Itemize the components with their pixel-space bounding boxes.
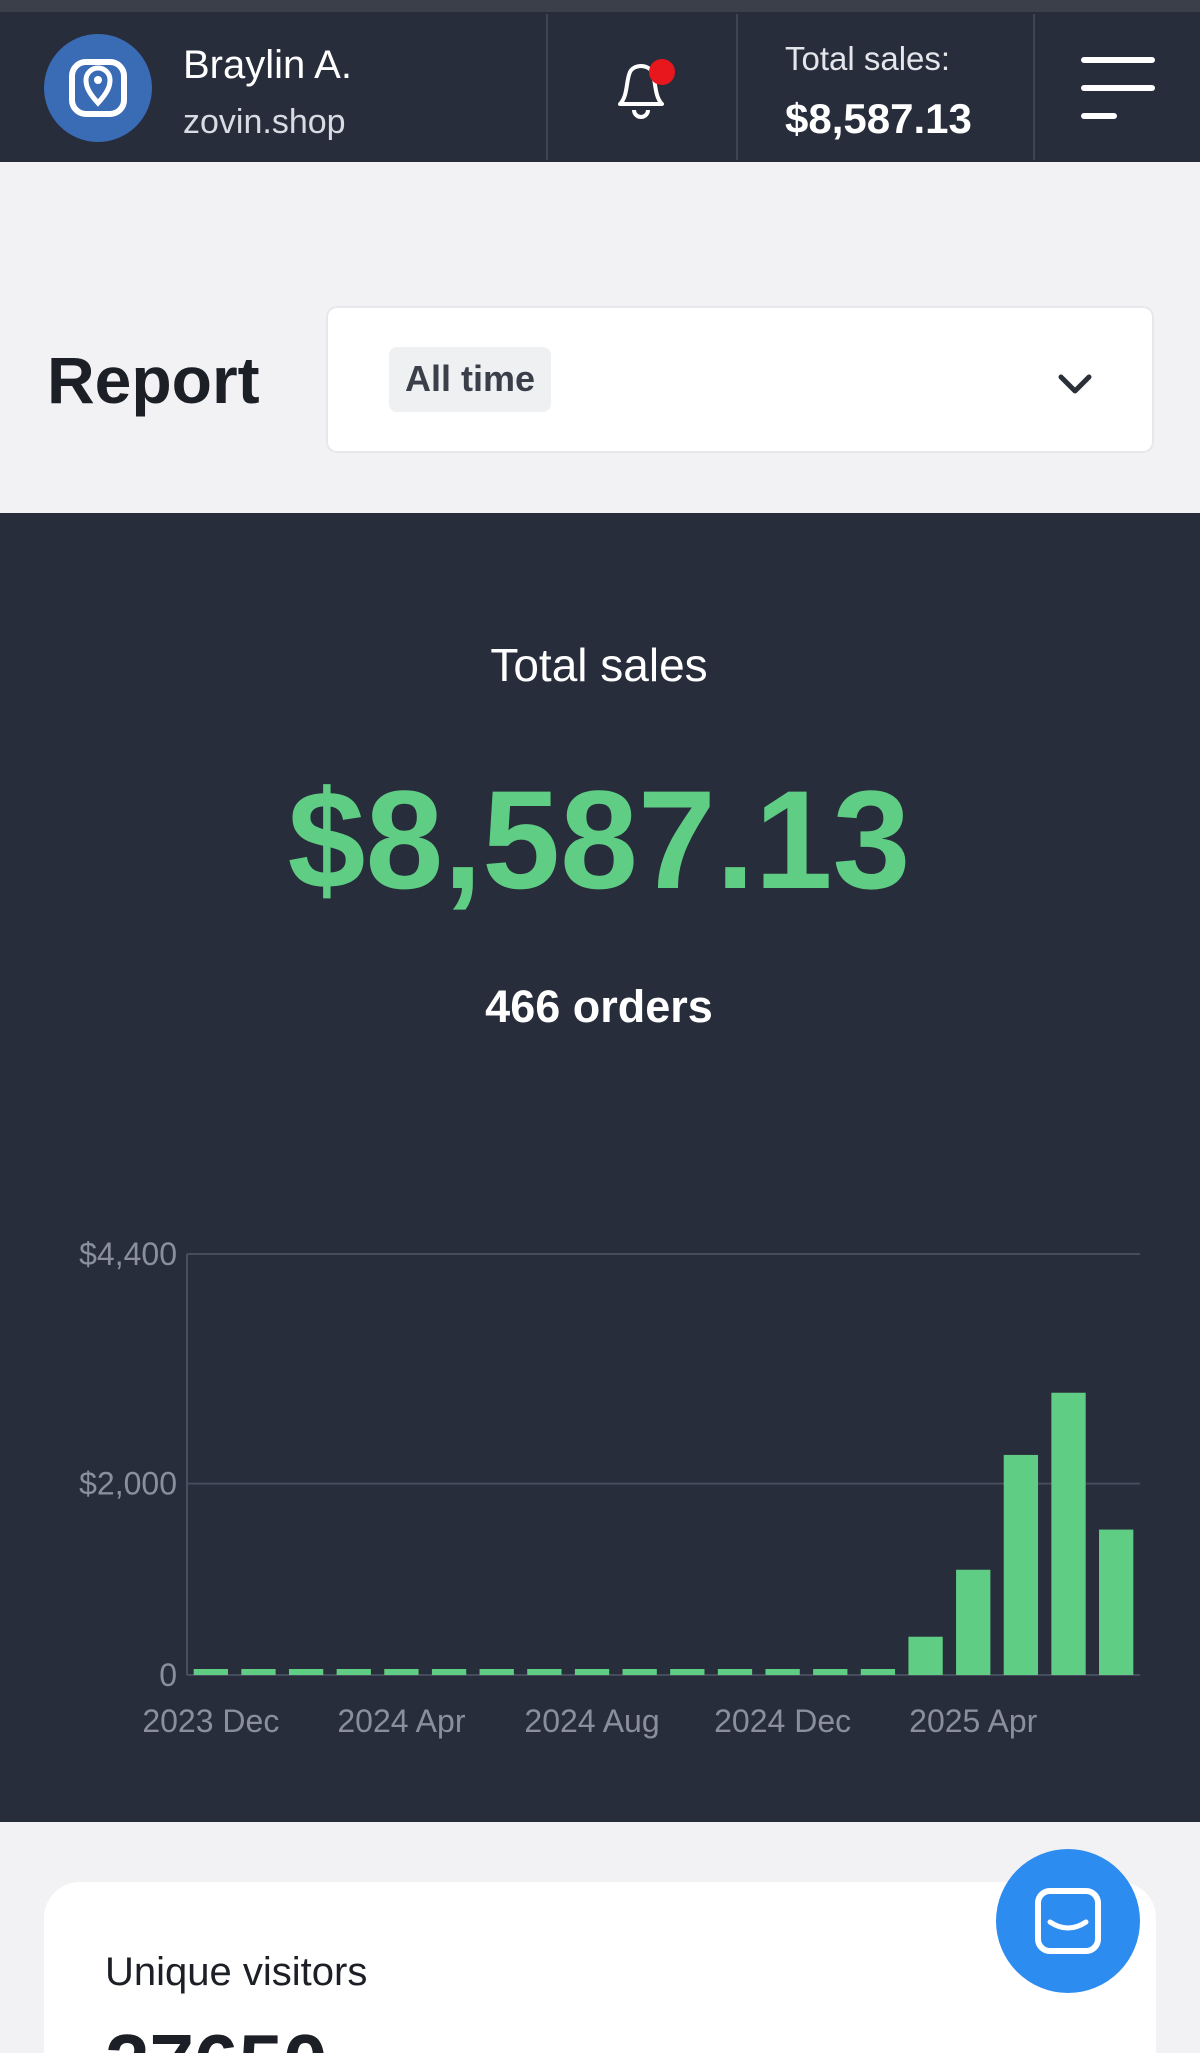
avatar-pin — [83, 65, 113, 107]
bell-clapper — [632, 109, 650, 119]
bar — [622, 1669, 657, 1675]
chat-smile — [1047, 1919, 1089, 1931]
y-tick-label: $4,400 — [79, 1236, 177, 1272]
x-tick-label: 2024 Aug — [524, 1703, 659, 1739]
visitors-card — [44, 1882, 1156, 2053]
avatar-icon — [69, 59, 127, 117]
y-tick-label: $2,000 — [79, 1466, 177, 1502]
chart-panel — [0, 513, 1200, 1822]
menu-button[interactable] — [1081, 57, 1155, 119]
avatar-pin-dot — [94, 76, 102, 84]
user-name: Braylin A. — [183, 43, 352, 87]
chart-title: Total sales — [490, 639, 707, 691]
bar — [336, 1669, 371, 1675]
period-pill — [389, 347, 551, 412]
chat-icon — [1035, 1888, 1101, 1954]
bar — [193, 1669, 228, 1675]
header-total-value: $8,587.13 — [785, 95, 972, 142]
bar — [384, 1669, 419, 1675]
status-strip — [0, 0, 1200, 12]
bar — [717, 1669, 753, 1675]
chat-circle — [996, 1849, 1140, 1993]
bar — [908, 1636, 943, 1675]
card-title: Unique visitors — [105, 1950, 367, 1994]
x-tick-label: 2025 Apr — [909, 1703, 1037, 1739]
x-tick-label: 2024 Apr — [337, 1703, 465, 1739]
dropdown-chevron — [1058, 374, 1092, 394]
period-label: All time — [405, 358, 535, 399]
x-tick-label: 2023 Dec — [142, 1703, 279, 1739]
bar — [431, 1669, 467, 1675]
avatar[interactable] — [44, 34, 152, 142]
order-count: 466 orders — [485, 981, 713, 1032]
header-bar — [0, 0, 1200, 162]
y-tick-label: 0 — [159, 1657, 177, 1693]
total-sales-value: $8,587.13 — [288, 761, 911, 918]
bar — [288, 1669, 324, 1675]
bar — [670, 1669, 705, 1675]
bar — [813, 1669, 848, 1675]
period-dropdown[interactable] — [326, 306, 1154, 453]
notification-bell[interactable] — [618, 59, 675, 119]
bar — [956, 1569, 991, 1675]
notification-dot — [649, 59, 675, 85]
bar — [1003, 1454, 1039, 1675]
bar — [527, 1669, 562, 1675]
bar — [1099, 1529, 1134, 1675]
bar — [479, 1669, 514, 1675]
bar — [860, 1669, 896, 1675]
bar — [241, 1669, 276, 1675]
x-tick-label: 2024 Dec — [714, 1703, 851, 1739]
card-value: 27650 — [105, 2018, 327, 2053]
bar — [574, 1669, 610, 1675]
header-total-label: Total sales: — [785, 40, 950, 77]
bell-icon — [618, 64, 664, 106]
bar — [765, 1669, 800, 1675]
bar — [1051, 1392, 1086, 1675]
chat-button[interactable] — [996, 1849, 1140, 1993]
plot: 0 $2,000 $4,400 2023 Dec 2024 Apr 2024 Aug 202… — [79, 1236, 1140, 1739]
report-title: Report — [47, 343, 260, 417]
shop-domain[interactable]: zovin.shop — [183, 103, 346, 141]
